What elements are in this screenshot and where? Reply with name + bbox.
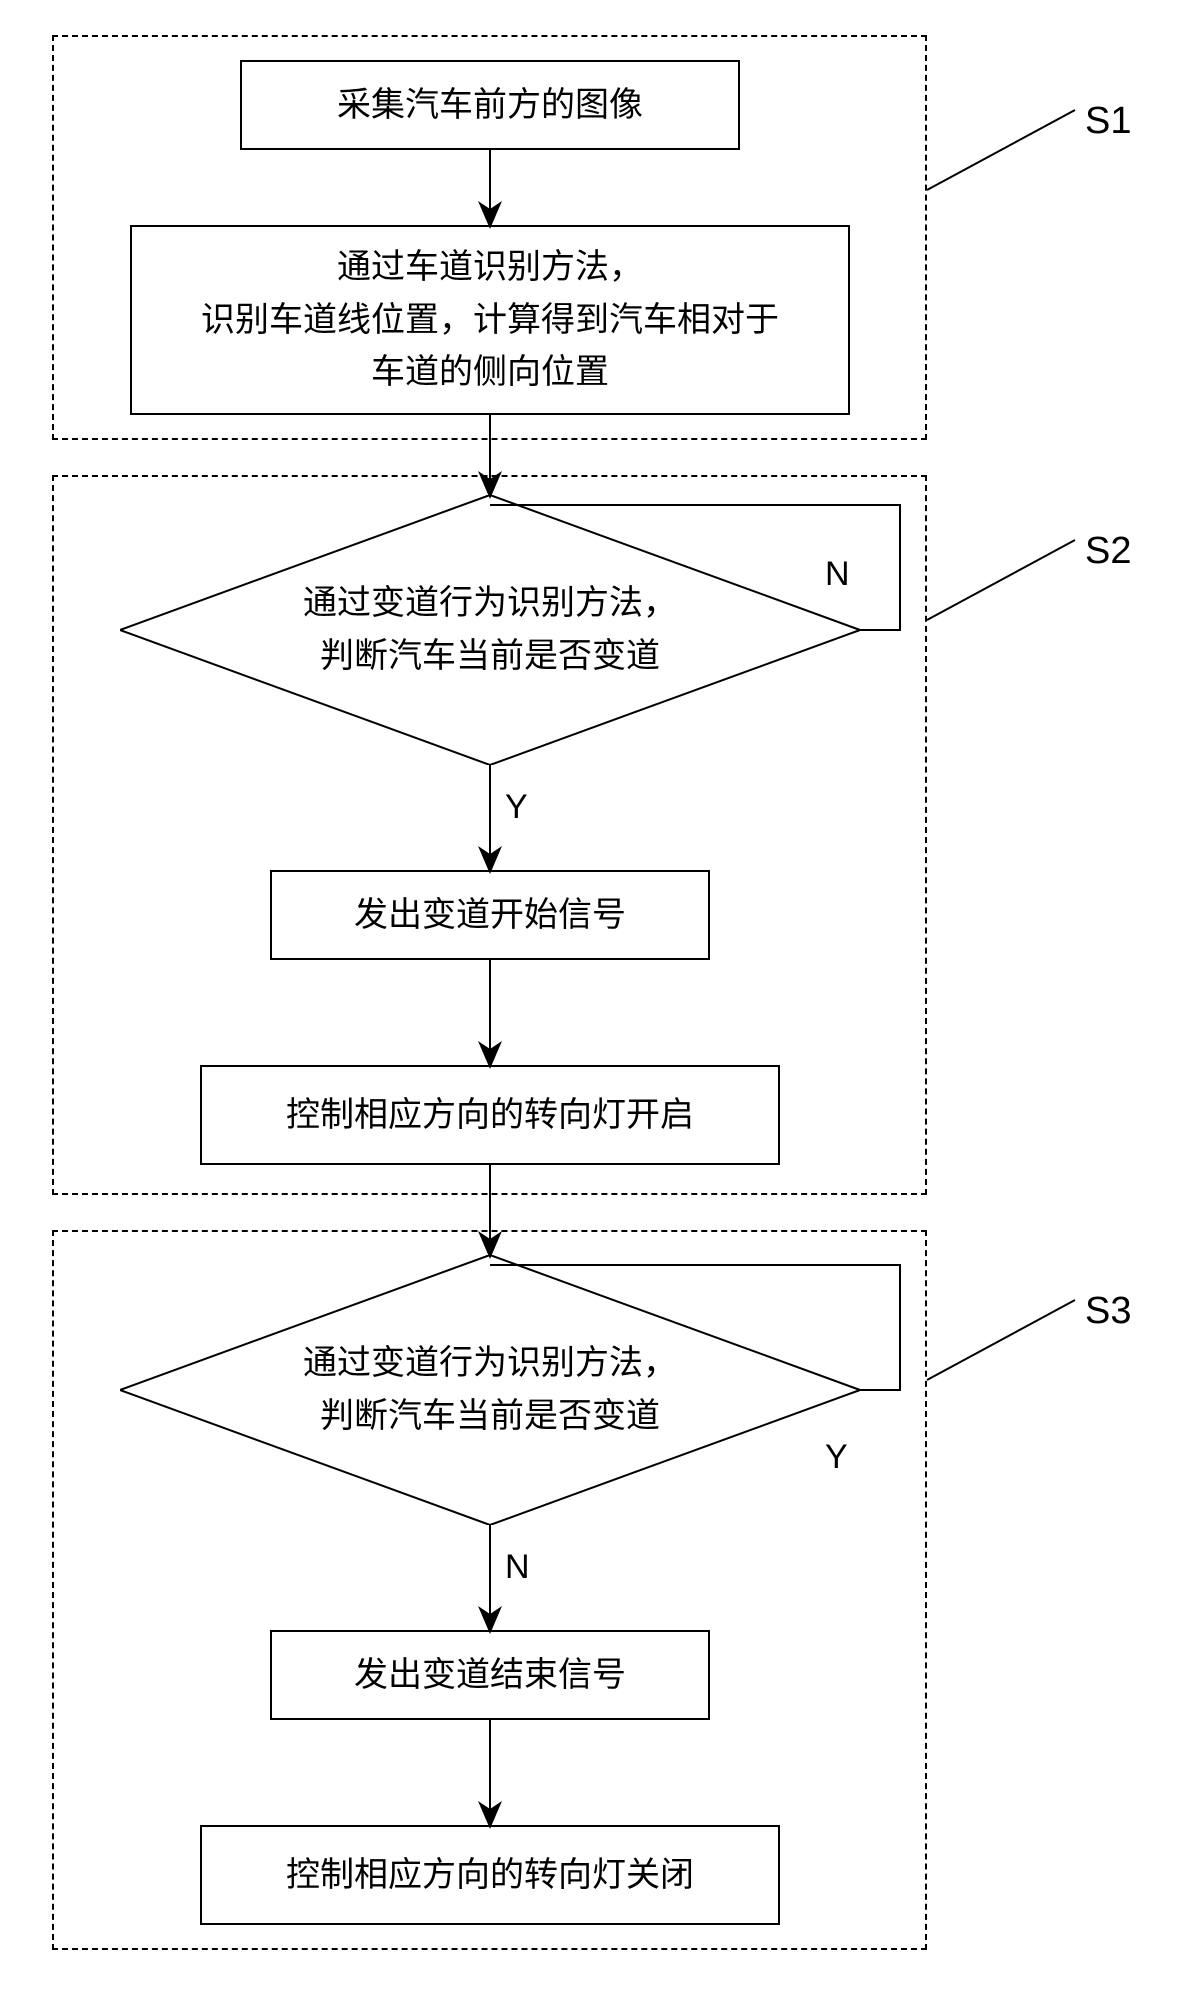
- box-text: 通过车道识别方法， 识别车道线位置，计算得到汽车相对于 车道的侧向位置: [201, 241, 779, 399]
- box-text: 发出变道结束信号: [354, 1649, 626, 1702]
- flowchart-canvas: S1 S2 S3 采集汽车前方的图像 通过车道识别方法， 识别车道线位置，计算得…: [0, 0, 1186, 2011]
- section-label-s2: S2: [1085, 530, 1131, 573]
- box-text: 发出变道开始信号: [354, 889, 626, 942]
- box-collect-image: 采集汽车前方的图像: [240, 60, 740, 150]
- box-text: 控制相应方向的转向灯关闭: [286, 1849, 694, 1902]
- box-lane-recognition: 通过车道识别方法， 识别车道线位置，计算得到汽车相对于 车道的侧向位置: [130, 225, 850, 415]
- edge-label-y1: Y: [505, 788, 528, 827]
- decision-lanechange-1: 通过变道行为识别方法， 判断汽车当前是否变道: [120, 495, 860, 765]
- section-label-s3: S3: [1085, 1290, 1131, 1333]
- decision-text: 通过变道行为识别方法， 判断汽车当前是否变道: [120, 1255, 860, 1525]
- edge-label-n2: N: [505, 1548, 530, 1587]
- edge-label-n1: N: [825, 555, 850, 594]
- box-text: 采集汽车前方的图像: [337, 79, 643, 132]
- box-text: 控制相应方向的转向灯开启: [286, 1089, 694, 1142]
- box-turnlight-on: 控制相应方向的转向灯开启: [200, 1065, 780, 1165]
- box-turnlight-off: 控制相应方向的转向灯关闭: [200, 1825, 780, 1925]
- decision-text: 通过变道行为识别方法， 判断汽车当前是否变道: [120, 495, 860, 765]
- box-lanechange-start-signal: 发出变道开始信号: [270, 870, 710, 960]
- section-label-s1: S1: [1085, 100, 1131, 143]
- edge-label-y2: Y: [825, 1438, 848, 1477]
- box-lanechange-end-signal: 发出变道结束信号: [270, 1630, 710, 1720]
- decision-lanechange-2: 通过变道行为识别方法， 判断汽车当前是否变道: [120, 1255, 860, 1525]
